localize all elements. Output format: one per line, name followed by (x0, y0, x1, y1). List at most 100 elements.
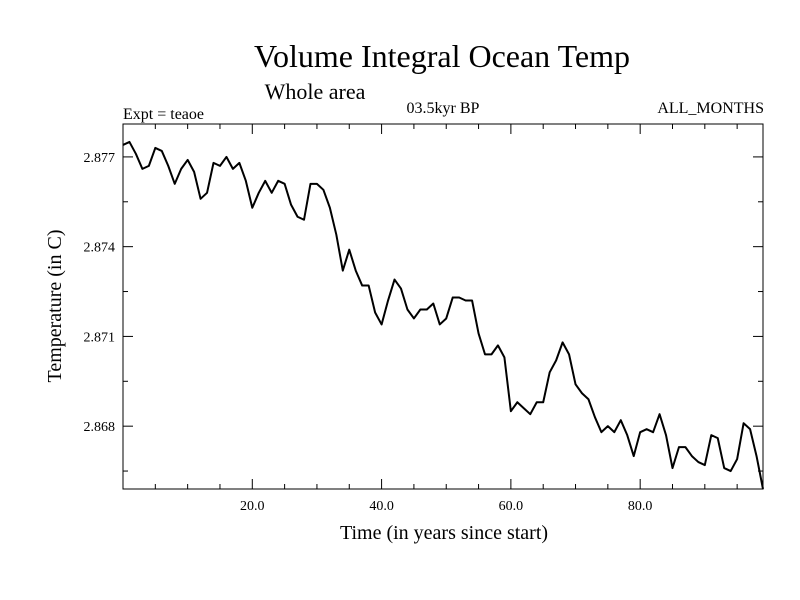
data-point (400, 287, 402, 290)
data-point (607, 425, 609, 427)
data-point (730, 470, 732, 472)
data-point (529, 413, 531, 415)
data-point (284, 183, 286, 185)
y-axis-label: Temperature (in C) (44, 230, 66, 383)
x-tick-label: 40.0 (369, 499, 394, 514)
data-point (406, 308, 409, 311)
series-line (122, 140, 764, 490)
data-point (232, 168, 234, 170)
x-tick-label: 80.0 (628, 499, 653, 514)
data-point (743, 422, 745, 424)
chart-title: Volume Integral Ocean Temp (254, 38, 630, 74)
data-point (568, 353, 570, 355)
data-point (303, 219, 305, 221)
data-point (219, 165, 221, 167)
months-label: ALL_MONTHS (657, 100, 764, 117)
data-point (639, 431, 641, 433)
data-point (581, 392, 583, 394)
data-point (671, 467, 674, 469)
data-point (161, 150, 163, 152)
data-point (439, 323, 441, 326)
data-point (141, 168, 143, 170)
data-point (193, 171, 195, 173)
data-point (633, 455, 635, 457)
data-point (309, 183, 312, 185)
data-point (212, 162, 215, 164)
data-point (600, 431, 602, 433)
data-point (665, 434, 667, 436)
data-point (322, 189, 324, 191)
data-point (380, 323, 383, 326)
data-point (613, 431, 615, 433)
data-point (128, 141, 131, 143)
data-point (691, 455, 693, 457)
data-point (587, 398, 590, 400)
data-point (374, 311, 376, 314)
data-point (477, 332, 480, 335)
plot-frame (122, 123, 764, 490)
data-point (684, 446, 687, 448)
x-tick-label: 20.0 (240, 499, 265, 514)
data-point (710, 434, 712, 436)
data-point (445, 317, 447, 320)
data-point (180, 168, 182, 170)
data-point (271, 192, 273, 194)
data-point (697, 461, 699, 463)
data-point (206, 192, 208, 194)
tick-labels: 2.868 2.871 2.874 2.877 20.0 40.0 60.0 80.0 (84, 151, 653, 514)
data-point (542, 401, 544, 403)
data-point (174, 183, 176, 185)
data-point (419, 308, 421, 311)
data-point (452, 296, 454, 299)
data-point (342, 270, 344, 272)
data-point (562, 341, 564, 343)
data-point (652, 431, 654, 433)
x-tick-label: 60.0 (499, 499, 524, 514)
data-point (135, 153, 137, 155)
data-point (458, 296, 460, 299)
data-point (387, 299, 389, 302)
data-point (393, 278, 396, 281)
data-point (646, 428, 648, 430)
data-point (471, 299, 473, 302)
data-point (238, 162, 240, 164)
data-point (503, 356, 506, 358)
data-point (626, 434, 628, 436)
data-point (516, 401, 518, 403)
data-point (497, 344, 499, 346)
data-point (225, 156, 228, 158)
data-point (426, 308, 428, 311)
data-point (348, 249, 350, 251)
data-point (316, 183, 318, 185)
data-point (749, 428, 751, 430)
data-point (258, 192, 260, 194)
x-axis-label: Time (in years since start) (340, 522, 548, 544)
experiment-label: Expt = teaoe (123, 106, 204, 123)
data-point (658, 413, 661, 415)
data-point (245, 180, 247, 182)
data-point (432, 302, 434, 305)
data-point (723, 467, 725, 469)
data-point (465, 299, 467, 302)
data-point (361, 284, 363, 287)
data-point (484, 353, 486, 355)
data-point (296, 216, 299, 218)
data-point (736, 458, 738, 460)
y-tick-label: 2.871 (84, 330, 116, 345)
data-point (704, 464, 706, 466)
y-tick-label: 2.877 (84, 151, 116, 166)
data-point (368, 284, 370, 287)
period-label: 03.5kyr BP (407, 100, 480, 117)
data-point (148, 165, 150, 167)
data-point (620, 419, 622, 421)
chart-subtitle: Whole area (265, 79, 366, 104)
data-point (678, 446, 680, 448)
data-point (167, 165, 169, 167)
data-point (413, 317, 415, 320)
data-point (510, 410, 512, 412)
data-point (523, 407, 525, 409)
data-point (264, 180, 266, 182)
data-point (290, 204, 292, 206)
data-point (329, 207, 331, 209)
data-point (555, 359, 557, 361)
